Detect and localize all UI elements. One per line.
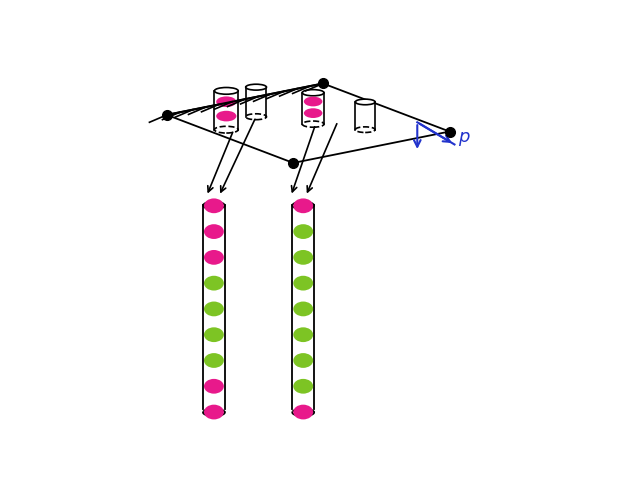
Ellipse shape	[204, 353, 224, 368]
Ellipse shape	[204, 301, 224, 316]
Ellipse shape	[293, 405, 313, 420]
Ellipse shape	[293, 250, 313, 265]
Ellipse shape	[214, 87, 238, 94]
Ellipse shape	[204, 198, 224, 213]
Ellipse shape	[293, 224, 313, 239]
Ellipse shape	[302, 90, 324, 96]
Ellipse shape	[204, 379, 224, 394]
Ellipse shape	[292, 202, 314, 209]
Ellipse shape	[216, 96, 236, 107]
Ellipse shape	[293, 276, 313, 290]
Text: p: p	[458, 128, 469, 145]
Ellipse shape	[293, 379, 313, 394]
Ellipse shape	[204, 327, 224, 342]
Ellipse shape	[204, 250, 224, 265]
Ellipse shape	[293, 327, 313, 342]
Ellipse shape	[204, 276, 224, 290]
Polygon shape	[167, 84, 449, 163]
Ellipse shape	[204, 224, 224, 239]
Ellipse shape	[204, 405, 224, 420]
Ellipse shape	[293, 198, 313, 213]
Ellipse shape	[293, 301, 313, 316]
Ellipse shape	[246, 84, 266, 90]
Ellipse shape	[216, 111, 236, 121]
Ellipse shape	[293, 353, 313, 368]
Ellipse shape	[203, 202, 225, 209]
Ellipse shape	[355, 99, 375, 105]
Ellipse shape	[304, 96, 323, 107]
Ellipse shape	[304, 108, 323, 118]
